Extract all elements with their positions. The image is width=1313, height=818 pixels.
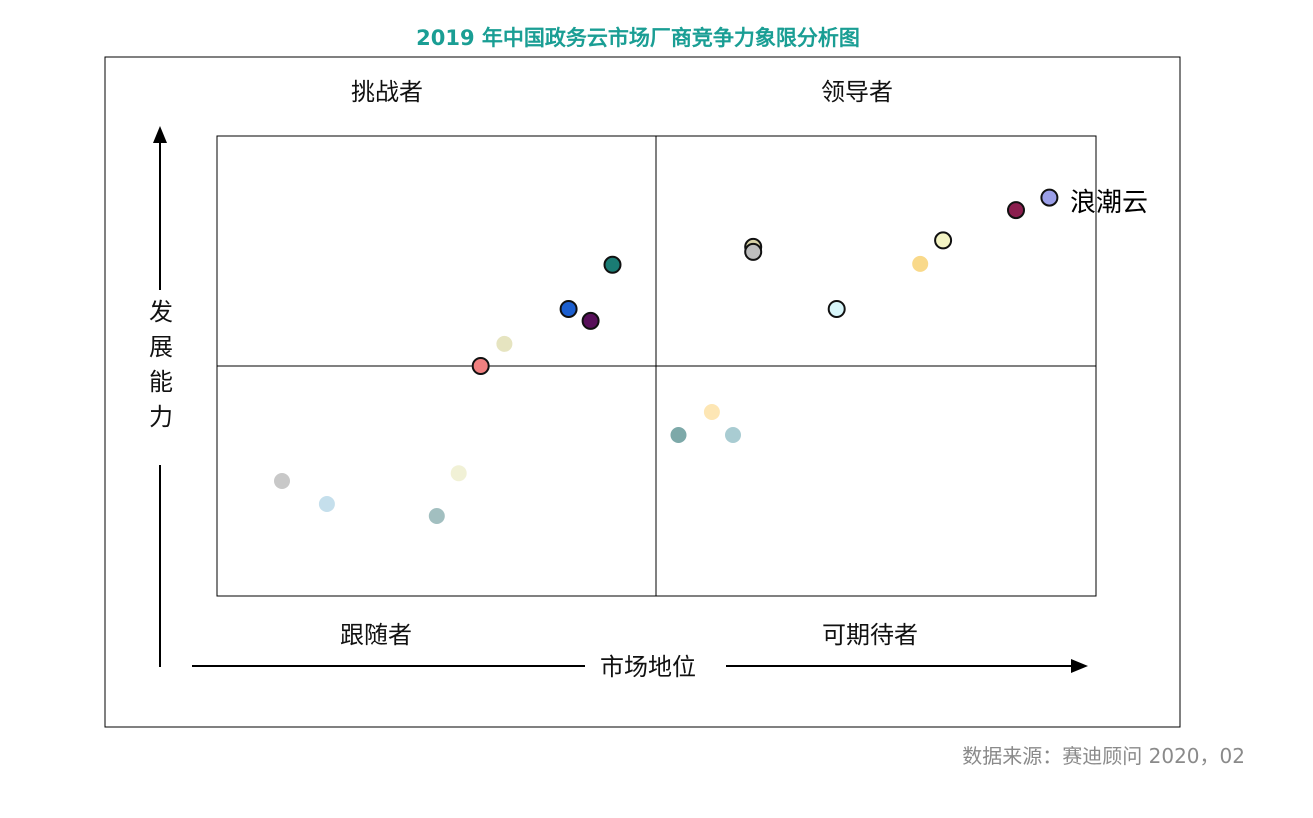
scatter-point-5 [827,300,846,318]
scatter-point-12 [471,357,490,375]
chart-title: 2019 年中国政务云市场厂商竞争力象限分析图 [416,26,860,50]
scatter-point-14 [703,404,720,420]
scatter-point-17 [318,496,335,512]
scatter-point-1 [1040,188,1059,207]
scatter-point-9 [559,300,578,318]
y-axis-label-char-1: 发 [149,298,173,326]
y-axis-label-char-3: 能 [149,368,173,396]
scatter-point-10 [581,311,600,330]
x-axis-label: 市场地位 [600,653,696,681]
scatter-point-8 [603,255,622,274]
y-axis-label-char-2: 展 [149,333,173,361]
scatter-points [274,188,1059,524]
scatter-point-4 [912,255,929,272]
scatter-point-13 [670,427,687,443]
scatter-point-18 [450,465,467,482]
outer-frame [104,56,1181,728]
scatter-point-11 [496,335,513,352]
quadrant-label-leader: 领导者 [821,78,893,106]
scatter-point-3 [934,231,953,250]
source-note: 数据来源：赛迪顾问 2020，02 [962,744,1245,768]
scatter-point-2 [1007,201,1025,220]
scatter-point-7 [744,242,763,261]
x-axis-arrowhead [1071,659,1088,673]
y-axis-arrowhead [153,126,167,143]
quadrant-label-challenger: 挑战者 [351,78,423,106]
highlight-label: 浪潮云 [1070,188,1148,218]
scatter-point-16 [274,473,290,489]
scatter-point-15 [725,427,741,443]
quadrant-label-promising: 可期待者 [822,621,918,649]
scatter-point-19 [428,508,445,524]
quadrant-label-follower: 跟随者 [340,621,412,649]
y-axis-label-char-4: 力 [149,403,173,431]
